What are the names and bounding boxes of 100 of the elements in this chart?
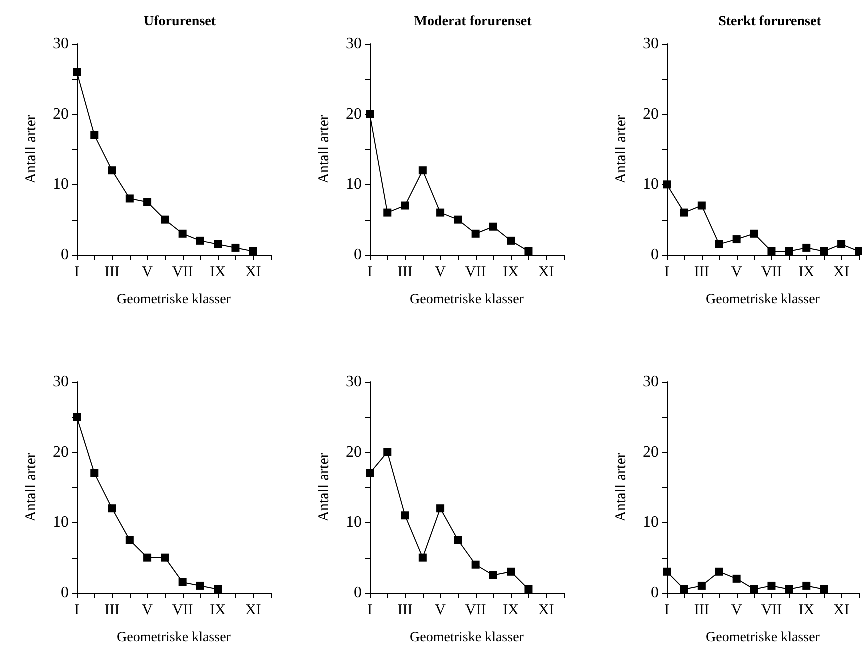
x-tick-label: VII (465, 602, 486, 618)
y-tick-label: 10 (53, 176, 69, 194)
y-axis-title: Antall arter (24, 453, 40, 522)
point (90, 131, 99, 140)
x-tick-label: III (104, 602, 120, 618)
y-axis-title: Antall arter (316, 453, 332, 522)
y-tick-label: 30 (346, 374, 362, 390)
y-tick-label: 0 (651, 246, 659, 264)
x-tick-label: IX (210, 264, 226, 280)
x-axis-title: Geometriske klasser (117, 630, 232, 646)
x-tick-label: I (74, 602, 80, 618)
point (178, 230, 187, 238)
y-tick-label: 20 (346, 444, 362, 461)
point (855, 247, 862, 256)
point (802, 582, 811, 590)
y-axis-title: Antall arter (614, 453, 630, 522)
point (715, 240, 724, 248)
y-tick-label: 30 (53, 374, 69, 390)
point (126, 194, 134, 203)
y-tick-label: 20 (643, 444, 659, 461)
x-tick-label: IX (210, 602, 226, 618)
x-tick-label: V (435, 264, 446, 280)
x-tick-label: VII (172, 264, 194, 280)
point (838, 240, 846, 248)
point (663, 568, 671, 576)
y-tick-label: 10 (643, 514, 659, 532)
point (524, 585, 533, 594)
x-axis-title: Geometriske klasser (117, 292, 232, 308)
x-axis-title: Geometriske klasser (706, 292, 820, 308)
y-tick-label: 20 (53, 106, 69, 123)
x-tick-label: XI (245, 264, 262, 280)
point (820, 247, 828, 256)
x-tick-label: IX (503, 264, 520, 280)
x-tick-label: V (435, 602, 446, 618)
y-tick-label: 30 (643, 36, 659, 52)
y-tick-label: 0 (354, 584, 362, 602)
point (715, 568, 724, 576)
x-tick-label: XI (538, 602, 554, 618)
y-tick-label: 30 (53, 36, 69, 52)
point (802, 244, 811, 252)
point (384, 448, 392, 456)
x-tick-label: I (664, 602, 670, 618)
point (436, 208, 445, 217)
x-tick-label: V (731, 602, 742, 618)
point (214, 240, 222, 248)
y-axis-title: Antall arter (316, 115, 332, 184)
y-tick-label: 0 (651, 584, 659, 602)
point (750, 585, 758, 594)
x-tick-label: III (398, 602, 413, 618)
x-tick-label: I (74, 264, 80, 280)
point (680, 585, 688, 594)
point (454, 536, 462, 544)
point (436, 504, 445, 513)
point (698, 202, 706, 210)
point (524, 247, 533, 256)
y-tick-label: 0 (354, 246, 362, 264)
point (196, 236, 204, 245)
point (108, 166, 116, 175)
y-tick-label: 10 (53, 514, 69, 532)
point (768, 247, 776, 256)
x-tick-label: VII (761, 602, 782, 618)
x-tick-label: I (368, 602, 372, 618)
point (418, 166, 427, 175)
y-tick-label: 10 (643, 176, 659, 194)
point (820, 585, 828, 594)
y-axis-title: Antall arter (24, 115, 40, 184)
point (507, 568, 516, 576)
y-tick-label: 20 (53, 444, 69, 461)
point (196, 582, 204, 590)
chart-title: Sterkt forurenset (718, 14, 822, 30)
point (418, 554, 427, 562)
x-tick-label: I (664, 264, 670, 280)
y-tick-label: 30 (643, 374, 659, 390)
x-tick-label: VII (761, 264, 782, 280)
x-tick-label: V (142, 602, 154, 618)
point (384, 208, 392, 217)
x-axis-title: Geometriske klasser (706, 630, 820, 646)
y-tick-label: 20 (346, 106, 362, 123)
x-tick-label: XI (245, 602, 262, 618)
point (161, 216, 170, 224)
point (489, 571, 498, 580)
x-tick-label: V (731, 264, 742, 280)
y-tick-label: 10 (346, 176, 362, 194)
y-tick-label: 20 (643, 106, 659, 123)
x-tick-label: III (694, 264, 710, 280)
y-tick-label: 0 (61, 584, 69, 602)
x-tick-label: V (142, 264, 154, 280)
x-tick-label: IX (798, 602, 815, 618)
point (161, 554, 170, 562)
point (732, 236, 741, 244)
point (785, 585, 794, 594)
x-tick-label: III (398, 264, 413, 280)
point (472, 230, 480, 238)
x-tick-label: XI (834, 602, 850, 618)
point (126, 536, 134, 544)
point (144, 554, 152, 562)
point (90, 469, 99, 478)
point (401, 202, 410, 210)
point (366, 469, 374, 478)
point (144, 198, 152, 206)
